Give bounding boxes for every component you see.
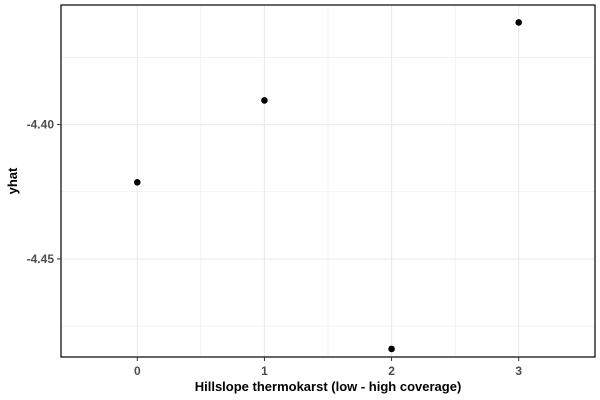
data-point xyxy=(133,179,141,186)
x-tick-label: 3 xyxy=(515,364,522,378)
minor-gridlines xyxy=(61,5,595,357)
y-tick-label: -4.45 xyxy=(27,252,55,266)
x-tick-label: 0 xyxy=(134,364,141,378)
y-tick-label: -4.40 xyxy=(27,118,55,132)
x-axis-ticks: 0 1 2 3 xyxy=(134,357,522,378)
x-axis-title: Hillslope thermokarst (low - high covera… xyxy=(195,379,462,394)
data-point xyxy=(388,345,395,353)
data-points xyxy=(133,19,523,353)
y-axis-title: yhat xyxy=(5,167,20,194)
y-axis-ticks: -4.40 -4.45 xyxy=(27,118,61,266)
panel-border xyxy=(60,4,596,358)
major-gridlines xyxy=(61,5,595,357)
data-point xyxy=(261,97,268,104)
x-tick-label: 1 xyxy=(261,364,268,378)
x-tick-label: 2 xyxy=(388,364,395,378)
data-point xyxy=(515,19,523,26)
